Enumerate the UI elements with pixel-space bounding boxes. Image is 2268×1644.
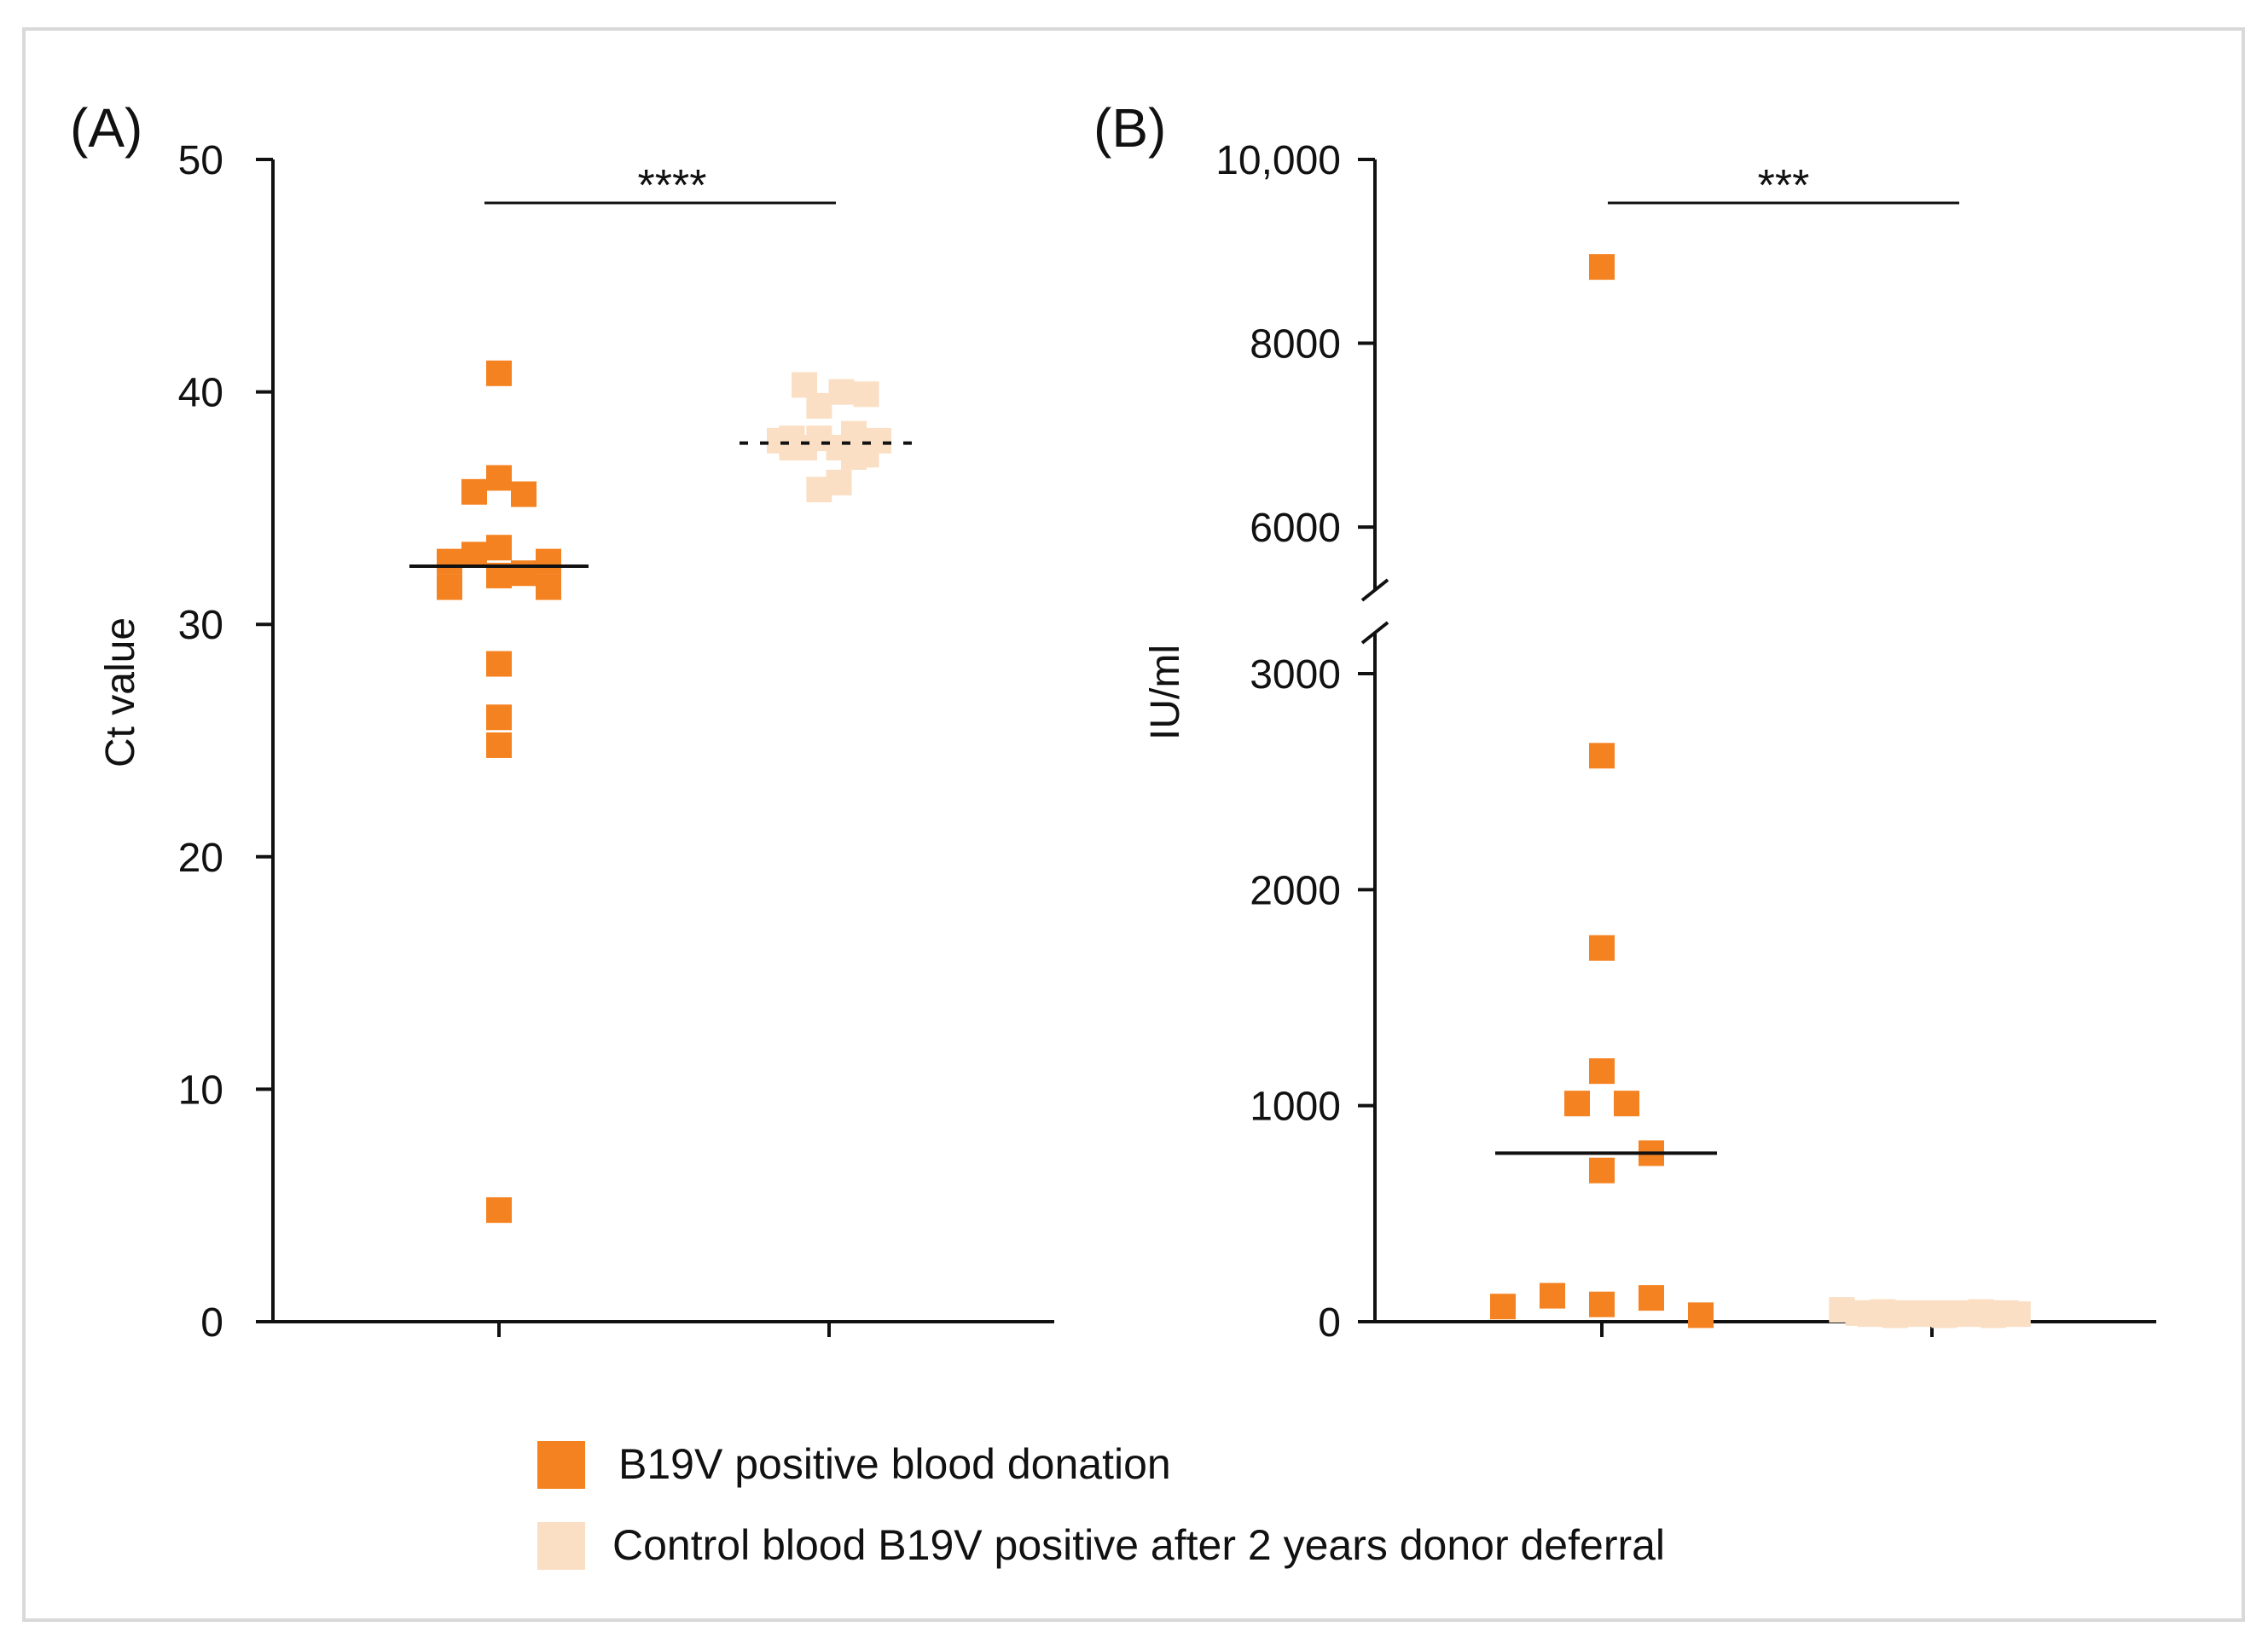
panel-a-point-group1 [486, 535, 512, 561]
panel-b-point-group1 [1490, 1294, 1516, 1320]
panel-b-point-group1 [1589, 1058, 1615, 1085]
panel-a-point-group1 [536, 548, 561, 575]
panel-a-point-group1 [461, 541, 487, 568]
panel-a-point-group1 [486, 704, 512, 731]
panel-b-point-group1 [1564, 1091, 1590, 1117]
panel-b-point-group1 [1589, 254, 1615, 281]
panel-b-ytick-label: 8000 [1250, 322, 1341, 368]
panel-b-point-group1 [1688, 1302, 1714, 1329]
panel-a-point-group1 [511, 560, 537, 587]
legend-label-group2: Control blood B19V positive after 2 year… [612, 1521, 1665, 1569]
panel-a-point-group2 [841, 443, 867, 470]
panel-a-point-group2 [826, 469, 852, 495]
panel-b-ytick-label: 0 [1318, 1300, 1341, 1346]
panel-a-point-group1 [486, 465, 512, 491]
panel-b-ytick-label: 2000 [1250, 868, 1341, 913]
panel-a-ylabel: Ct value [98, 617, 143, 767]
panel-a-point-group1 [511, 481, 537, 507]
panel-b-ytick-label: 6000 [1250, 506, 1341, 551]
panel-b-point-group1 [1614, 1091, 1639, 1117]
panel-a-label: (A) [70, 97, 142, 159]
panel-b-ytick-label: 3000 [1250, 652, 1341, 698]
panel-a-point-group2 [828, 379, 855, 405]
panel-b-point-group1 [1639, 1285, 1664, 1311]
panel-b-ytick-label: 1000 [1250, 1085, 1341, 1130]
panel-b-point-group1 [1540, 1282, 1565, 1309]
panel-a-point-group1 [486, 360, 512, 386]
panel-b-point-group1 [1589, 1157, 1615, 1184]
legend-swatch-group1 [537, 1441, 585, 1489]
panel-a-point-group2 [866, 427, 891, 454]
legend-label-group1: B19V positive blood donation [618, 1440, 1171, 1488]
panel-a-ytick-label: 0 [200, 1300, 223, 1346]
panel-b-label: (B) [1093, 97, 1166, 159]
panel-a-point-group1 [486, 732, 512, 758]
panel-a-point-group2 [806, 392, 832, 419]
panel-a-ytick-label: 10 [178, 1068, 223, 1113]
panel-a-ytick-label: 30 [178, 603, 223, 648]
legend: B19V positive blood donation Control blo… [537, 1440, 1665, 1570]
panel-a: (A) Ct value 0 10 20 30 40 50 **** [70, 97, 1054, 1346]
figure-frame [22, 27, 2245, 1622]
panel-a-point-group1 [486, 651, 512, 677]
panel-a-point-group2 [853, 381, 879, 408]
legend-swatch-group2 [537, 1522, 585, 1570]
panel-b-axis-break-upper [1360, 578, 1389, 602]
panel-a-significance-label: **** [638, 161, 707, 211]
panel-b-point-group1 [1589, 1291, 1615, 1317]
panel-a-point-group1 [536, 574, 561, 600]
panel-a-point-group1 [486, 1197, 512, 1224]
panel-b-point-group1 [1589, 935, 1615, 961]
panel-b-point-group1 [1589, 743, 1615, 769]
panel-b: (B) IU/ml 0 1000 2000 3000 6000 8000 10,000 **… [1093, 97, 2156, 1346]
panel-a-point-group2 [779, 425, 805, 452]
panel-a-point-group1 [437, 548, 462, 575]
panel-a-ytick-label: 50 [178, 138, 223, 183]
panel-a-ytick-label: 20 [178, 836, 223, 881]
panel-a-point-group1 [437, 574, 462, 600]
panel-b-ylabel: IU/ml [1143, 645, 1188, 740]
panel-b-point-group2 [2004, 1301, 2031, 1328]
panel-b-significance-label: *** [1758, 161, 1810, 211]
panel-a-ytick-label: 40 [178, 371, 223, 416]
panel-a-point-group1 [461, 478, 487, 505]
panel-b-ytick-label: 10,000 [1215, 138, 1341, 183]
panel-b-axis-break-lower [1360, 621, 1389, 645]
